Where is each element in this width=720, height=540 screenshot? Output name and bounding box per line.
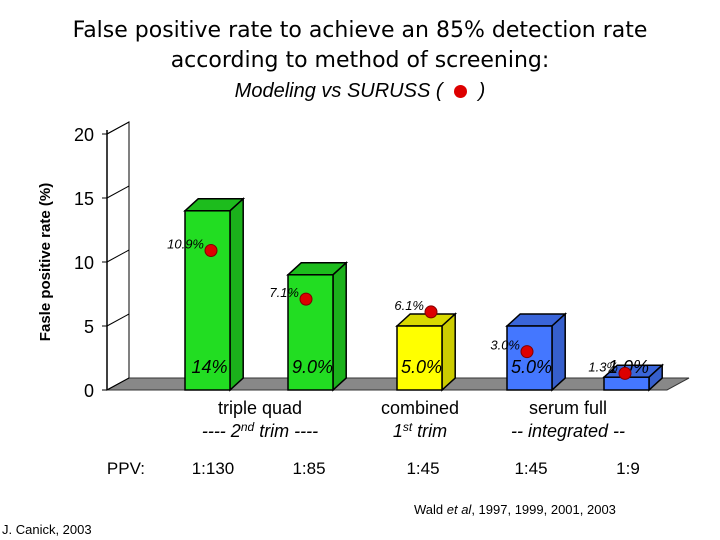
attribution-right: Wald et al, 1997, 1999, 2001, 2003 <box>414 502 616 517</box>
title-line-2: according to method of screening: <box>170 48 550 73</box>
category-group-line2: 1st trim <box>393 420 447 441</box>
attribution-left: J. Canick, 2003 <box>2 522 92 537</box>
y-tick-depth <box>106 313 130 327</box>
bar-side <box>551 312 566 392</box>
bar-combined <box>396 325 443 391</box>
category-group-line2: ---- 2nd trim ---- <box>202 420 318 441</box>
suruss-legend-dot-icon <box>454 85 468 98</box>
suruss-value-label: 1.3% <box>588 359 618 374</box>
suruss-point <box>204 243 218 257</box>
ppv-value: 1:9 <box>616 459 640 478</box>
attribution-right-suffix: , 1997, 1999, 2001, 2003 <box>471 502 616 517</box>
suruss-value-label: 10.9% <box>167 236 204 251</box>
ppv-value: 1:130 <box>192 459 235 478</box>
y-tick-label: 0 <box>84 381 94 401</box>
suruss-point <box>299 292 313 306</box>
bar-value-label: 5.0% <box>401 357 442 377</box>
category-group-line2: -- integrated -- <box>511 421 625 441</box>
category-group-line1: combined <box>381 398 459 418</box>
bar-quad <box>287 274 334 391</box>
bar-serum <box>506 325 553 391</box>
y-tick-depth <box>106 249 130 263</box>
attribution-right-etal: et al <box>446 502 472 517</box>
suruss-point <box>424 305 438 319</box>
bar-value-label: 14% <box>191 357 227 377</box>
suruss-point <box>520 345 534 359</box>
bar-side <box>441 312 456 392</box>
ppv-value: 1:85 <box>292 459 325 478</box>
y-tick-label: 15 <box>74 189 94 209</box>
attribution-right-prefix: Wald <box>414 502 447 517</box>
subtitle-close: ) <box>478 80 486 102</box>
suruss-point <box>618 366 632 380</box>
ppv-value: 1:45 <box>514 459 547 478</box>
y-tick-depth <box>106 185 130 199</box>
y-tick-label: 10 <box>74 253 94 273</box>
suruss-value-label: 7.1% <box>269 285 299 300</box>
ppv-value: 1:45 <box>406 459 439 478</box>
subtitle: Modeling vs SURUSS ( ) <box>0 80 720 103</box>
bar-value-label: 9.0% <box>292 357 333 377</box>
suruss-value-label: 3.0% <box>490 338 520 353</box>
bar-side <box>229 197 244 392</box>
y-axis-title: Fasle positive rate (%) <box>37 183 54 341</box>
bar-value-label: 5.0% <box>511 357 552 377</box>
suruss-value-label: 6.1% <box>394 298 424 313</box>
ppv-label: PPV: <box>107 459 145 478</box>
category-group-line1: triple quad <box>218 398 302 418</box>
bar-value-label: 1.0% <box>608 357 649 377</box>
y-tick-label: 20 <box>74 125 94 145</box>
title-line-1: False positive rate to achieve an 85% de… <box>72 18 648 43</box>
y-tick-depth <box>106 121 130 135</box>
bar-triple <box>184 210 231 391</box>
bar-side <box>332 261 347 392</box>
y-tick-label: 5 <box>84 317 94 337</box>
category-group-line1: serum full <box>529 398 607 418</box>
subtitle-text: Modeling vs SURUSS ( <box>234 80 443 102</box>
y-tick-depth <box>106 377 130 391</box>
